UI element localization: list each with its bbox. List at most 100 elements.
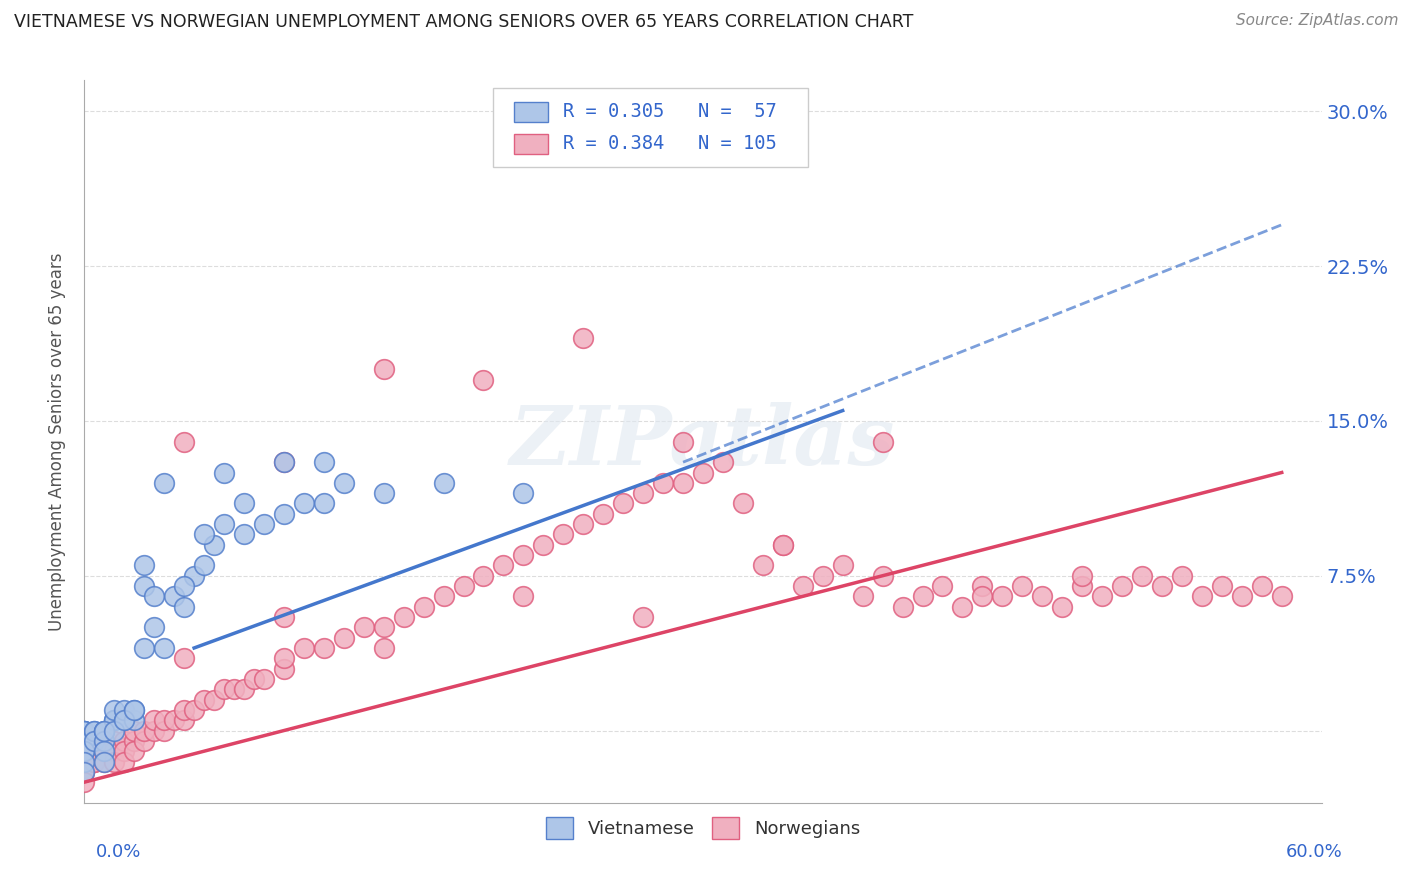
Point bbox=[772, 538, 794, 552]
Point bbox=[253, 672, 276, 686]
Point bbox=[122, 723, 145, 738]
Point bbox=[73, 755, 96, 769]
Legend: Vietnamese, Norwegians: Vietnamese, Norwegians bbox=[537, 808, 869, 848]
Point bbox=[1031, 590, 1053, 604]
Point bbox=[1191, 590, 1213, 604]
Point bbox=[73, 734, 96, 748]
Point bbox=[153, 475, 176, 490]
Point bbox=[1011, 579, 1033, 593]
Point bbox=[253, 517, 276, 532]
Point bbox=[612, 496, 634, 510]
Text: 0.0%: 0.0% bbox=[96, 843, 141, 861]
Point bbox=[1071, 579, 1094, 593]
Point bbox=[193, 558, 215, 573]
Point bbox=[73, 764, 96, 779]
Point bbox=[1091, 590, 1114, 604]
Point bbox=[453, 579, 475, 593]
Point bbox=[73, 764, 96, 779]
Point bbox=[163, 713, 186, 727]
Point bbox=[1071, 568, 1094, 582]
Point bbox=[412, 599, 434, 614]
Point bbox=[143, 723, 166, 738]
Point bbox=[333, 631, 356, 645]
Point bbox=[112, 703, 135, 717]
Point bbox=[852, 590, 875, 604]
Point bbox=[891, 599, 914, 614]
Point bbox=[103, 703, 125, 717]
Point bbox=[1130, 568, 1153, 582]
Point bbox=[273, 610, 295, 624]
Point bbox=[531, 538, 554, 552]
Point bbox=[93, 744, 115, 758]
Point bbox=[273, 455, 295, 469]
Point bbox=[143, 620, 166, 634]
Point bbox=[972, 590, 994, 604]
FancyBboxPatch shape bbox=[492, 87, 808, 167]
Point bbox=[312, 640, 335, 655]
Point bbox=[83, 723, 105, 738]
Text: ZIPatlas: ZIPatlas bbox=[510, 401, 896, 482]
Point bbox=[153, 713, 176, 727]
Point bbox=[134, 734, 156, 748]
Point bbox=[83, 744, 105, 758]
Point bbox=[1271, 590, 1294, 604]
Text: VIETNAMESE VS NORWEGIAN UNEMPLOYMENT AMONG SENIORS OVER 65 YEARS CORRELATION CHA: VIETNAMESE VS NORWEGIAN UNEMPLOYMENT AMO… bbox=[14, 13, 914, 31]
Point bbox=[711, 455, 734, 469]
Point bbox=[222, 682, 245, 697]
Bar bbox=[513, 102, 548, 122]
Point bbox=[122, 744, 145, 758]
Point bbox=[333, 475, 356, 490]
Text: R = 0.384   N = 105: R = 0.384 N = 105 bbox=[564, 134, 778, 153]
Point bbox=[273, 662, 295, 676]
Point bbox=[811, 568, 834, 582]
Point bbox=[103, 734, 125, 748]
Point bbox=[512, 590, 534, 604]
Point bbox=[103, 713, 125, 727]
Y-axis label: Unemployment Among Seniors over 65 years: Unemployment Among Seniors over 65 years bbox=[48, 252, 66, 631]
Point bbox=[1111, 579, 1133, 593]
Point bbox=[173, 599, 195, 614]
Point bbox=[373, 640, 395, 655]
Point bbox=[972, 579, 994, 593]
Point bbox=[122, 734, 145, 748]
Point bbox=[392, 610, 415, 624]
Point bbox=[93, 744, 115, 758]
Point bbox=[273, 507, 295, 521]
Point bbox=[112, 744, 135, 758]
Point bbox=[173, 579, 195, 593]
Point bbox=[273, 455, 295, 469]
Point bbox=[212, 682, 235, 697]
Point bbox=[1171, 568, 1194, 582]
Point bbox=[202, 692, 225, 706]
Point bbox=[112, 713, 135, 727]
Point bbox=[73, 723, 96, 738]
Point bbox=[163, 590, 186, 604]
Point bbox=[472, 373, 495, 387]
Point bbox=[93, 744, 115, 758]
Text: Source: ZipAtlas.com: Source: ZipAtlas.com bbox=[1236, 13, 1399, 29]
Point bbox=[872, 568, 894, 582]
Point bbox=[952, 599, 974, 614]
Point bbox=[652, 475, 675, 490]
Point bbox=[1250, 579, 1272, 593]
Point bbox=[432, 475, 454, 490]
Point bbox=[83, 734, 105, 748]
Point bbox=[73, 755, 96, 769]
Point bbox=[122, 703, 145, 717]
Point bbox=[73, 755, 96, 769]
Point bbox=[183, 568, 205, 582]
Point bbox=[93, 723, 115, 738]
Point bbox=[243, 672, 266, 686]
Point bbox=[173, 703, 195, 717]
Point bbox=[93, 755, 115, 769]
Point bbox=[672, 434, 695, 449]
Text: R = 0.305   N =  57: R = 0.305 N = 57 bbox=[564, 102, 778, 120]
Point bbox=[143, 590, 166, 604]
Point bbox=[153, 640, 176, 655]
Point bbox=[73, 723, 96, 738]
Point bbox=[672, 475, 695, 490]
Point bbox=[73, 723, 96, 738]
Point bbox=[83, 723, 105, 738]
Point bbox=[312, 455, 335, 469]
Point bbox=[631, 486, 654, 500]
